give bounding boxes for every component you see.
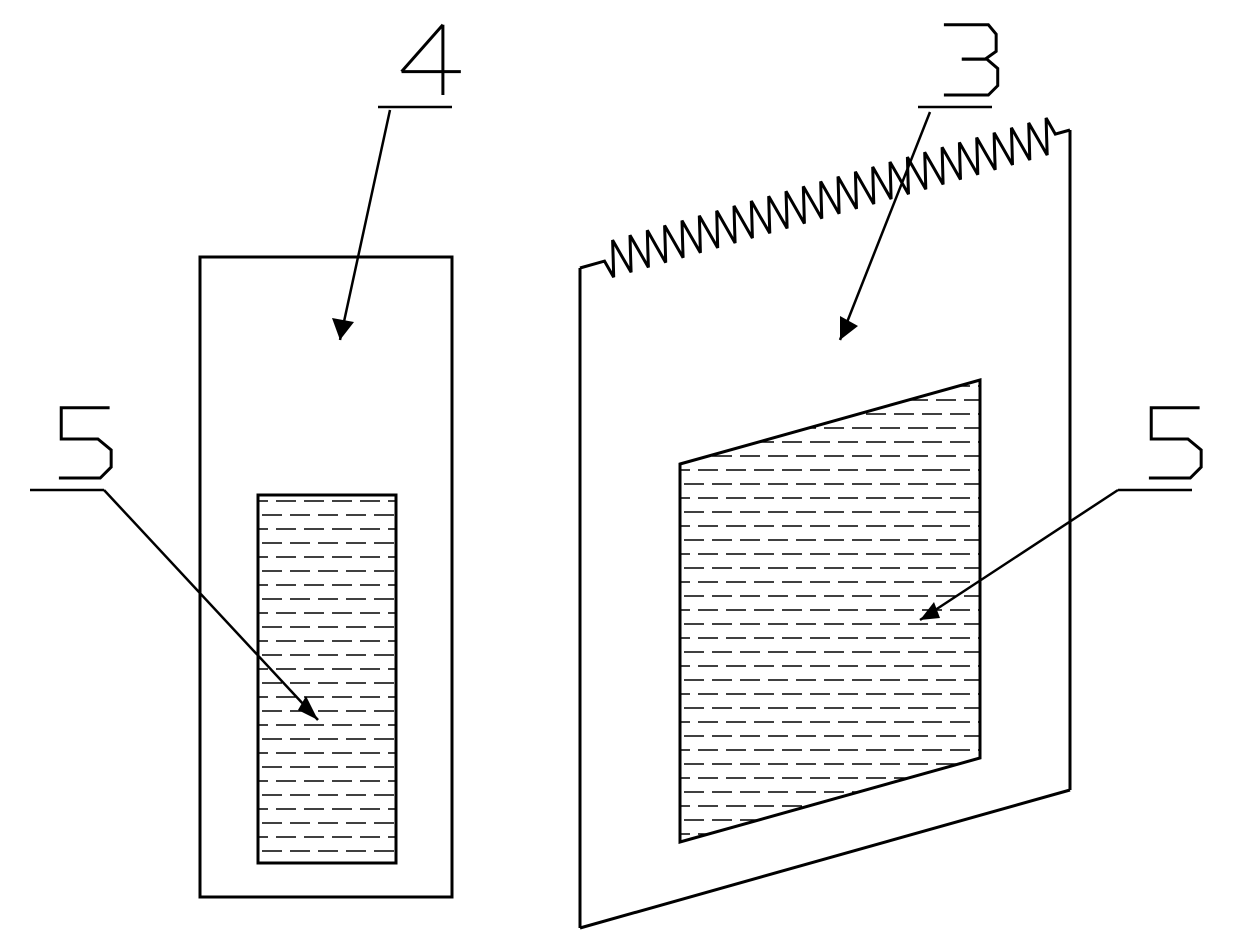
label-4 <box>402 25 461 95</box>
label-5 <box>59 408 111 478</box>
leader-5-left <box>104 490 318 720</box>
spring-zigzag <box>580 118 1070 277</box>
arrowhead-5-left <box>298 696 318 720</box>
arrowhead-4 <box>332 318 354 340</box>
arrowhead-5-right <box>920 602 940 620</box>
right-panel <box>580 107 1192 928</box>
outer-rect-4 <box>200 257 452 897</box>
leader-5-right <box>920 490 1118 620</box>
label-5 <box>1149 408 1201 478</box>
label-3 <box>944 25 998 95</box>
leader-4 <box>340 110 390 340</box>
leader-3 <box>840 112 930 340</box>
left-panel <box>30 107 452 897</box>
